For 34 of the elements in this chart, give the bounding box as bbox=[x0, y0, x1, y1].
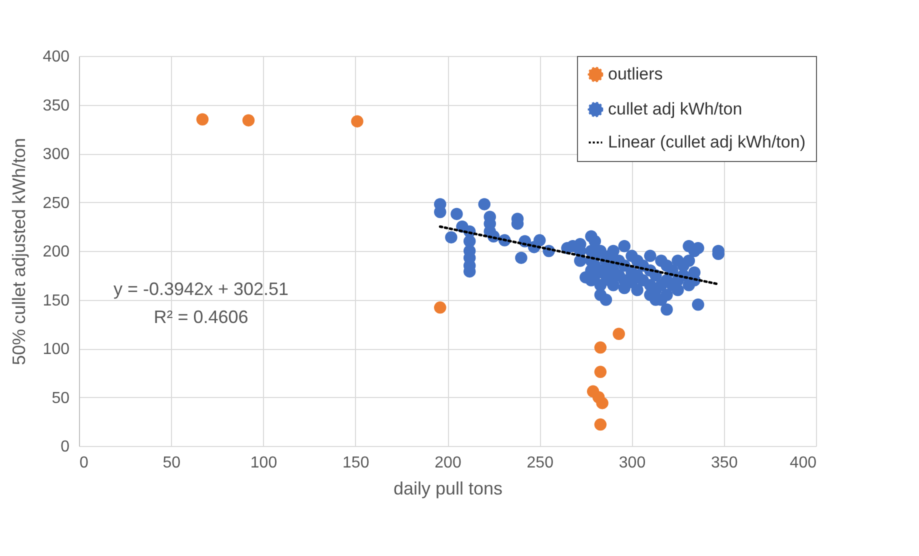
x-axis-title: daily pull tons bbox=[393, 478, 503, 498]
point bbox=[196, 113, 209, 126]
y-tick-label: 250 bbox=[42, 194, 70, 212]
x-tick-label: 200 bbox=[434, 454, 462, 472]
annotation: R² = 0.4606 bbox=[154, 307, 248, 327]
y-tick-label: 100 bbox=[42, 341, 70, 358]
legend-label: outliers bbox=[608, 64, 663, 84]
point bbox=[242, 114, 255, 126]
y-tick-label: 0 bbox=[60, 438, 70, 456]
point bbox=[594, 418, 607, 431]
x-tick-label: 0 bbox=[80, 454, 88, 472]
x-tick-label: 350 bbox=[711, 454, 738, 472]
x-tick-label: 300 bbox=[618, 454, 646, 472]
y-tick-label: 350 bbox=[42, 97, 70, 114]
y-tick-label: 400 bbox=[42, 48, 70, 66]
x-tick-label: 400 bbox=[790, 454, 817, 472]
y-axis-title: 50% cullet adjusted kWh/ton bbox=[8, 138, 29, 366]
x-tick-label: 250 bbox=[526, 454, 554, 472]
y-tick-label: 200 bbox=[42, 244, 70, 260]
legend-label: Linear (cullet adj kWh/ton) bbox=[608, 132, 806, 152]
x-tick-label: 50 bbox=[162, 454, 181, 472]
point bbox=[594, 341, 607, 354]
point bbox=[594, 366, 607, 378]
y-tick-label: 50 bbox=[52, 390, 70, 407]
x-tick-label: 100 bbox=[250, 454, 278, 472]
y-tick-label: 150 bbox=[42, 292, 70, 310]
legend-label: cullet adj kWh/ton bbox=[608, 100, 742, 118]
point bbox=[596, 396, 608, 410]
point bbox=[351, 115, 364, 128]
point bbox=[612, 328, 625, 340]
x-tick-label: 150 bbox=[342, 454, 370, 472]
y-tick-label: 300 bbox=[42, 146, 70, 163]
point bbox=[434, 301, 446, 314]
annotation: y = -0.3942x + 302.51 bbox=[113, 279, 289, 299]
